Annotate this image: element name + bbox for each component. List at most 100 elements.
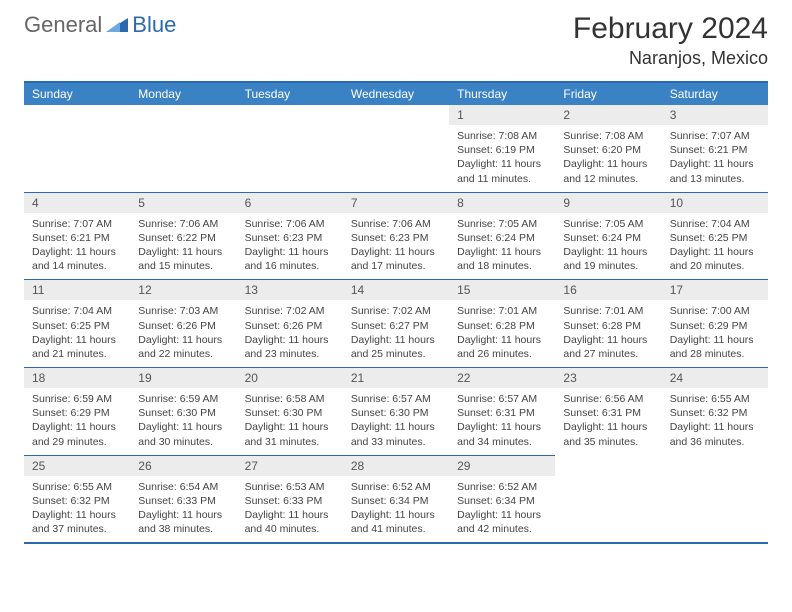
calendar-cell: [343, 105, 449, 192]
day-d1: Daylight: 11 hours: [457, 157, 547, 171]
day-d1: Daylight: 11 hours: [563, 157, 653, 171]
calendar-cell: 1Sunrise: 7:08 AMSunset: 6:19 PMDaylight…: [449, 105, 555, 192]
day-d2: and 13 minutes.: [670, 172, 760, 186]
day-d2: and 40 minutes.: [245, 522, 335, 536]
day-sr: Sunrise: 6:52 AM: [351, 480, 441, 494]
location-label: Naranjos, Mexico: [573, 48, 768, 69]
day-ss: Sunset: 6:31 PM: [457, 406, 547, 420]
day-d1: Daylight: 11 hours: [670, 333, 760, 347]
day-d2: and 18 minutes.: [457, 259, 547, 273]
calendar-cell: 26Sunrise: 6:54 AMSunset: 6:33 PMDayligh…: [130, 455, 236, 544]
day-ss: Sunset: 6:29 PM: [32, 406, 122, 420]
calendar-cell: 11Sunrise: 7:04 AMSunset: 6:25 PMDayligh…: [24, 279, 130, 367]
day-d1: Daylight: 11 hours: [32, 333, 122, 347]
day-body: Sunrise: 7:01 AMSunset: 6:28 PMDaylight:…: [449, 300, 555, 367]
day-ss: Sunset: 6:33 PM: [138, 494, 228, 508]
calendar-cell: 6Sunrise: 7:06 AMSunset: 6:23 PMDaylight…: [237, 192, 343, 280]
day-ss: Sunset: 6:21 PM: [32, 231, 122, 245]
day-sr: Sunrise: 7:01 AM: [457, 304, 547, 318]
day-body: Sunrise: 7:07 AMSunset: 6:21 PMDaylight:…: [662, 125, 768, 192]
day-body: Sunrise: 7:05 AMSunset: 6:24 PMDaylight:…: [449, 213, 555, 280]
calendar-cell: 28Sunrise: 6:52 AMSunset: 6:34 PMDayligh…: [343, 455, 449, 544]
day-d2: and 41 minutes.: [351, 522, 441, 536]
day-body: Sunrise: 7:00 AMSunset: 6:29 PMDaylight:…: [662, 300, 768, 367]
calendar-cell: 21Sunrise: 6:57 AMSunset: 6:30 PMDayligh…: [343, 367, 449, 455]
day-sr: Sunrise: 6:52 AM: [457, 480, 547, 494]
day-ss: Sunset: 6:23 PM: [245, 231, 335, 245]
calendar-cell: 17Sunrise: 7:00 AMSunset: 6:29 PMDayligh…: [662, 279, 768, 367]
day-body: Sunrise: 7:03 AMSunset: 6:26 PMDaylight:…: [130, 300, 236, 367]
day-d2: and 12 minutes.: [563, 172, 653, 186]
logo-text-general: General: [24, 12, 102, 38]
day-header-row: Sunday Monday Tuesday Wednesday Thursday…: [24, 82, 768, 105]
day-sr: Sunrise: 7:07 AM: [670, 129, 760, 143]
day-number: 15: [449, 279, 555, 300]
day-sr: Sunrise: 7:05 AM: [563, 217, 653, 231]
day-body: Sunrise: 6:58 AMSunset: 6:30 PMDaylight:…: [237, 388, 343, 455]
day-ss: Sunset: 6:28 PM: [563, 319, 653, 333]
day-number: 22: [449, 367, 555, 388]
calendar-cell: 20Sunrise: 6:58 AMSunset: 6:30 PMDayligh…: [237, 367, 343, 455]
day-d2: and 33 minutes.: [351, 435, 441, 449]
day-d1: Daylight: 11 hours: [563, 420, 653, 434]
day-d1: Daylight: 11 hours: [245, 420, 335, 434]
calendar-cell: 24Sunrise: 6:55 AMSunset: 6:32 PMDayligh…: [662, 367, 768, 455]
calendar-cell: 14Sunrise: 7:02 AMSunset: 6:27 PMDayligh…: [343, 279, 449, 367]
calendar-cell: 5Sunrise: 7:06 AMSunset: 6:22 PMDaylight…: [130, 192, 236, 280]
day-sr: Sunrise: 6:54 AM: [138, 480, 228, 494]
calendar-cell: 16Sunrise: 7:01 AMSunset: 6:28 PMDayligh…: [555, 279, 661, 367]
day-sr: Sunrise: 6:56 AM: [563, 392, 653, 406]
day-sr: Sunrise: 7:01 AM: [563, 304, 653, 318]
day-body: Sunrise: 7:08 AMSunset: 6:20 PMDaylight:…: [555, 125, 661, 192]
day-ss: Sunset: 6:31 PM: [563, 406, 653, 420]
day-number: 11: [24, 279, 130, 300]
day-ss: Sunset: 6:25 PM: [670, 231, 760, 245]
day-number: 20: [237, 367, 343, 388]
day-sr: Sunrise: 7:08 AM: [563, 129, 653, 143]
day-ss: Sunset: 6:29 PM: [670, 319, 760, 333]
day-d2: and 17 minutes.: [351, 259, 441, 273]
day-body: Sunrise: 6:54 AMSunset: 6:33 PMDaylight:…: [130, 476, 236, 543]
day-d1: Daylight: 11 hours: [457, 508, 547, 522]
day-number: 25: [24, 455, 130, 476]
day-sr: Sunrise: 7:05 AM: [457, 217, 547, 231]
calendar-cell: 19Sunrise: 6:59 AMSunset: 6:30 PMDayligh…: [130, 367, 236, 455]
day-number: 7: [343, 192, 449, 213]
day-d2: and 28 minutes.: [670, 347, 760, 361]
logo: General Blue: [24, 12, 176, 38]
calendar-cell: [24, 105, 130, 192]
logo-triangle-icon: [106, 12, 128, 38]
day-d2: and 16 minutes.: [245, 259, 335, 273]
day-body: Sunrise: 7:06 AMSunset: 6:22 PMDaylight:…: [130, 213, 236, 280]
calendar-cell: 27Sunrise: 6:53 AMSunset: 6:33 PMDayligh…: [237, 455, 343, 544]
day-number: 3: [662, 105, 768, 125]
day-d1: Daylight: 11 hours: [563, 245, 653, 259]
day-sr: Sunrise: 6:58 AM: [245, 392, 335, 406]
calendar-cell: 12Sunrise: 7:03 AMSunset: 6:26 PMDayligh…: [130, 279, 236, 367]
day-body: Sunrise: 7:06 AMSunset: 6:23 PMDaylight:…: [237, 213, 343, 280]
day-d2: and 27 minutes.: [563, 347, 653, 361]
day-d1: Daylight: 11 hours: [138, 333, 228, 347]
day-body: Sunrise: 6:57 AMSunset: 6:30 PMDaylight:…: [343, 388, 449, 455]
day-d1: Daylight: 11 hours: [351, 420, 441, 434]
day-number: 4: [24, 192, 130, 213]
day-d1: Daylight: 11 hours: [138, 508, 228, 522]
day-body: Sunrise: 6:55 AMSunset: 6:32 PMDaylight:…: [662, 388, 768, 455]
calendar-week-row: 25Sunrise: 6:55 AMSunset: 6:32 PMDayligh…: [24, 455, 768, 544]
day-d2: and 15 minutes.: [138, 259, 228, 273]
day-d2: and 20 minutes.: [670, 259, 760, 273]
day-sr: Sunrise: 7:06 AM: [351, 217, 441, 231]
day-number: 19: [130, 367, 236, 388]
day-body: Sunrise: 6:55 AMSunset: 6:32 PMDaylight:…: [24, 476, 130, 543]
day-sr: Sunrise: 7:07 AM: [32, 217, 122, 231]
day-d1: Daylight: 11 hours: [245, 333, 335, 347]
calendar-cell: 22Sunrise: 6:57 AMSunset: 6:31 PMDayligh…: [449, 367, 555, 455]
dayhead-fri: Friday: [555, 82, 661, 105]
calendar-cell: 4Sunrise: 7:07 AMSunset: 6:21 PMDaylight…: [24, 192, 130, 280]
day-number: 29: [449, 455, 555, 476]
day-number: 9: [555, 192, 661, 213]
day-ss: Sunset: 6:25 PM: [32, 319, 122, 333]
day-d2: and 37 minutes.: [32, 522, 122, 536]
day-number: 2: [555, 105, 661, 125]
day-sr: Sunrise: 6:57 AM: [351, 392, 441, 406]
